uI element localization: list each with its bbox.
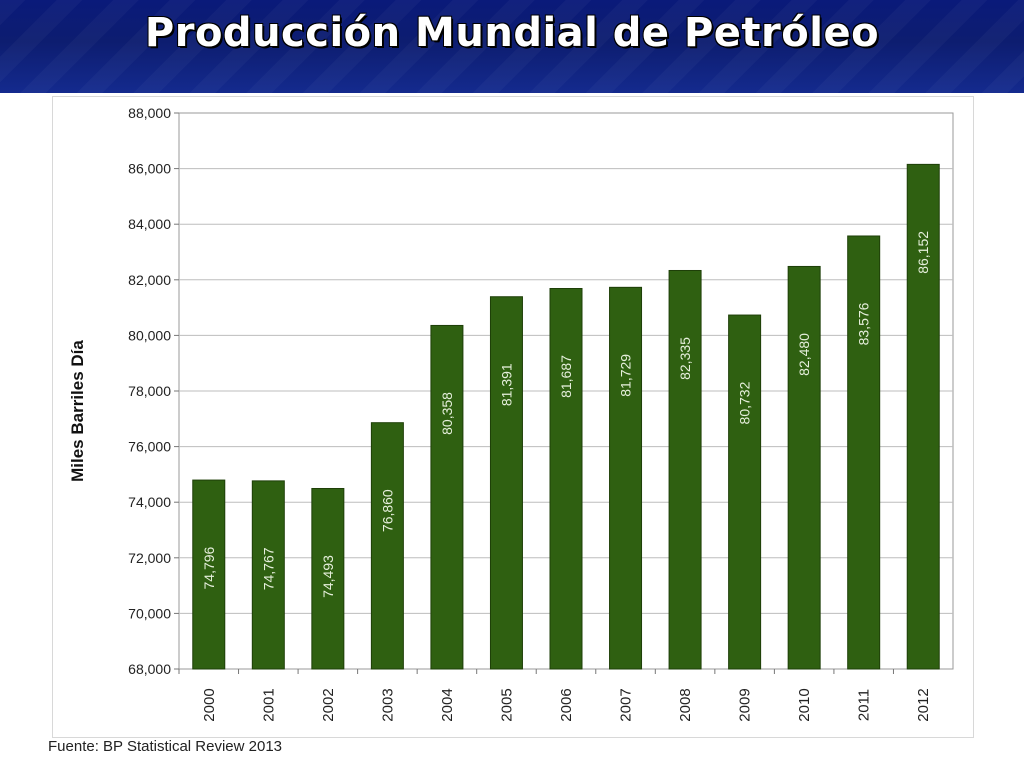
y-axis-label: Miles Barriles Día [68, 340, 87, 482]
bar-2004 [430, 324, 464, 670]
x-tick-label: 2009 [737, 688, 754, 721]
bar-value-label: 80,358 [439, 392, 455, 435]
x-tick-label: 2002 [320, 688, 337, 721]
y-tick-label: 68,000 [128, 661, 171, 677]
x-tick-label: 2011 [856, 689, 873, 721]
y-tick-label: 86,000 [128, 161, 171, 177]
x-tick-label: 2012 [915, 688, 932, 721]
bar-value-label: 80,732 [737, 381, 753, 424]
bar-2007 [609, 286, 643, 670]
x-tick-label: 2004 [439, 688, 456, 721]
x-tick-label: 2010 [796, 688, 813, 721]
title-banner: Producción Mundial de Petróleo [0, 0, 1024, 93]
bar-value-label: 82,480 [796, 333, 812, 376]
bar-2000 [192, 479, 226, 670]
x-tick-label: 2008 [677, 688, 694, 721]
slide-title: Producción Mundial de Petróleo [144, 10, 880, 56]
bar-2009 [728, 314, 762, 670]
bar-value-label: 81,687 [558, 355, 574, 398]
y-tick-label: 76,000 [128, 439, 171, 455]
bar-value-label: 74,493 [320, 555, 336, 598]
y-tick-label: 78,000 [128, 383, 171, 399]
y-tick-label: 88,000 [128, 105, 171, 121]
y-tick-label: 70,000 [128, 605, 171, 621]
x-tick-label: 2005 [498, 688, 515, 721]
bar-2012 [906, 163, 940, 670]
bar-value-label: 86,152 [915, 231, 931, 274]
x-tick-label: 2000 [201, 688, 218, 721]
bar-value-label: 81,391 [498, 363, 514, 406]
bar-2003 [370, 422, 404, 670]
bar-value-label: 83,576 [856, 302, 872, 345]
y-tick-label: 74,000 [128, 494, 171, 510]
x-tick-label: 2003 [379, 688, 396, 721]
x-tick-label: 2001 [260, 688, 277, 721]
bar-value-label: 82,335 [677, 337, 693, 380]
chart-frame: 68,000 70,000 72,000 74,000 76,000 78,000 80,0… [52, 96, 974, 738]
bar-2002 [311, 487, 345, 670]
bar-chart: 68,000 70,000 72,000 74,000 76,000 78,000 80,0… [68, 105, 954, 722]
bar-2005 [489, 296, 523, 670]
x-tick-label: 2007 [618, 688, 635, 721]
bar-2001 [251, 480, 285, 670]
bar-2011 [847, 235, 881, 670]
bar-2010 [787, 265, 821, 670]
y-tick-label: 84,000 [128, 216, 171, 232]
bar-value-label: 76,860 [379, 489, 395, 532]
bar-value-label: 81,729 [618, 354, 634, 397]
bar-2008 [668, 269, 702, 670]
y-tick-label: 72,000 [128, 550, 171, 566]
bar-2006 [549, 288, 583, 670]
y-tick-label: 80,000 [128, 327, 171, 343]
x-tick-label: 2006 [558, 688, 575, 721]
y-tick-label: 82,000 [128, 272, 171, 288]
bar-value-label: 74,796 [201, 546, 217, 589]
bar-value-label: 74,767 [260, 547, 276, 590]
source-note: Fuente: BP Statistical Review 2013 [48, 738, 283, 755]
